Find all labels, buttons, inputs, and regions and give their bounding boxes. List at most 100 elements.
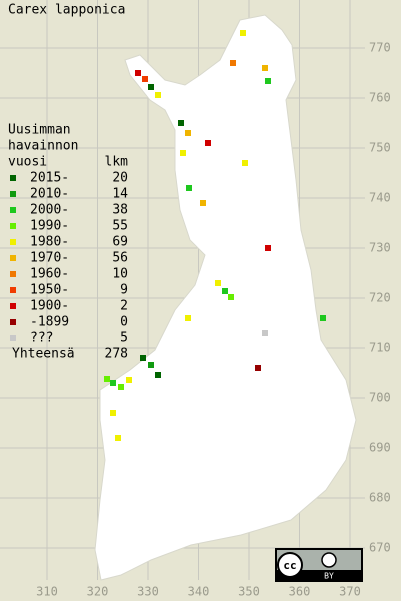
cc-icon-text: cc <box>283 559 296 572</box>
total-label: Yhteensä <box>12 347 75 362</box>
observation <box>262 65 268 71</box>
legend-swatch <box>10 271 16 277</box>
legend-label: 1960- <box>30 267 69 282</box>
observation <box>148 84 154 90</box>
legend-heading: havainnon <box>8 139 78 154</box>
north-label: 700 <box>369 391 391 405</box>
legend-count: 0 <box>120 315 128 330</box>
observation <box>155 372 161 378</box>
north-label: 710 <box>369 341 391 355</box>
observation <box>240 30 246 36</box>
legend-label: 1900- <box>30 299 69 314</box>
legend-swatch <box>10 175 16 181</box>
observation <box>262 330 268 336</box>
legend-swatch <box>10 319 16 325</box>
observation <box>186 185 192 191</box>
observation <box>320 315 326 321</box>
observation <box>126 377 132 383</box>
observation <box>265 78 271 84</box>
license-badge: cc BY <box>275 548 363 582</box>
legend-label: 2015- <box>30 171 69 186</box>
legend-label: ??? <box>30 331 53 346</box>
legend-label: 1980- <box>30 235 69 250</box>
observation <box>230 60 236 66</box>
legend-count: 69 <box>112 235 128 250</box>
legend-heading: vuosi <box>8 155 47 170</box>
observation <box>148 362 154 368</box>
observation <box>228 294 234 300</box>
finland-outline <box>94 14 357 581</box>
observation-squares <box>104 30 326 441</box>
east-label: 310 <box>36 585 58 599</box>
observation <box>180 150 186 156</box>
observation <box>255 365 261 371</box>
legend-count: 20 <box>112 171 128 186</box>
observation <box>265 245 271 251</box>
legend-label: 2010- <box>30 187 69 202</box>
north-label: 770 <box>369 41 391 55</box>
east-label: 360 <box>289 585 311 599</box>
observation <box>140 355 146 361</box>
east-label: 320 <box>87 585 109 599</box>
north-label: 670 <box>369 541 391 555</box>
legend-count-heading: lkm <box>105 155 129 170</box>
legend-label: 1950- <box>30 283 69 298</box>
north-label: 740 <box>369 191 391 205</box>
legend-swatch <box>10 287 16 293</box>
legend-swatch <box>10 191 16 197</box>
north-label: 750 <box>369 141 391 155</box>
observation <box>142 76 148 82</box>
observation <box>104 376 110 382</box>
legend-label: 1970- <box>30 251 69 266</box>
north-label: 720 <box>369 291 391 305</box>
north-label: 730 <box>369 241 391 255</box>
observation <box>110 410 116 416</box>
legend-count: 56 <box>112 251 128 266</box>
title: Carex lapponica <box>8 3 125 18</box>
east-label: 340 <box>188 585 210 599</box>
legend-swatch <box>10 207 16 213</box>
legend-count: 9 <box>120 283 128 298</box>
legend-count: 38 <box>112 203 128 218</box>
observation <box>118 384 124 390</box>
north-label: 690 <box>369 441 391 455</box>
legend-label: 2000- <box>30 203 69 218</box>
north-label: 680 <box>369 491 391 505</box>
legend-swatch <box>10 223 16 229</box>
observation <box>242 160 248 166</box>
observation <box>200 200 206 206</box>
by-label: BY <box>324 572 334 581</box>
legend-label: -1899 <box>30 315 69 330</box>
legend-count: 5 <box>120 331 128 346</box>
legend-swatch <box>10 255 16 261</box>
observation <box>205 140 211 146</box>
legend-label: 1990- <box>30 219 69 234</box>
cc-circle <box>277 552 303 578</box>
observation <box>222 288 228 294</box>
observation <box>178 120 184 126</box>
north-label: 760 <box>369 91 391 105</box>
east-label: 330 <box>137 585 159 599</box>
legend-count: 2 <box>120 299 128 314</box>
observation <box>185 315 191 321</box>
by-icon <box>321 552 337 568</box>
legend-count: 55 <box>112 219 128 234</box>
legend-count: 14 <box>112 187 128 202</box>
east-label: 370 <box>339 585 361 599</box>
east-label: 350 <box>238 585 260 599</box>
observation <box>135 70 141 76</box>
legend-heading: Uusimman <box>8 123 71 138</box>
observation <box>115 435 121 441</box>
total-count: 278 <box>105 347 128 362</box>
legend-swatch <box>10 239 16 245</box>
observation <box>110 380 116 386</box>
legend-swatch <box>10 335 16 341</box>
observation <box>185 130 191 136</box>
observation <box>155 92 161 98</box>
legend-count: 10 <box>112 267 128 282</box>
observation <box>215 280 221 286</box>
legend-swatch <box>10 303 16 309</box>
